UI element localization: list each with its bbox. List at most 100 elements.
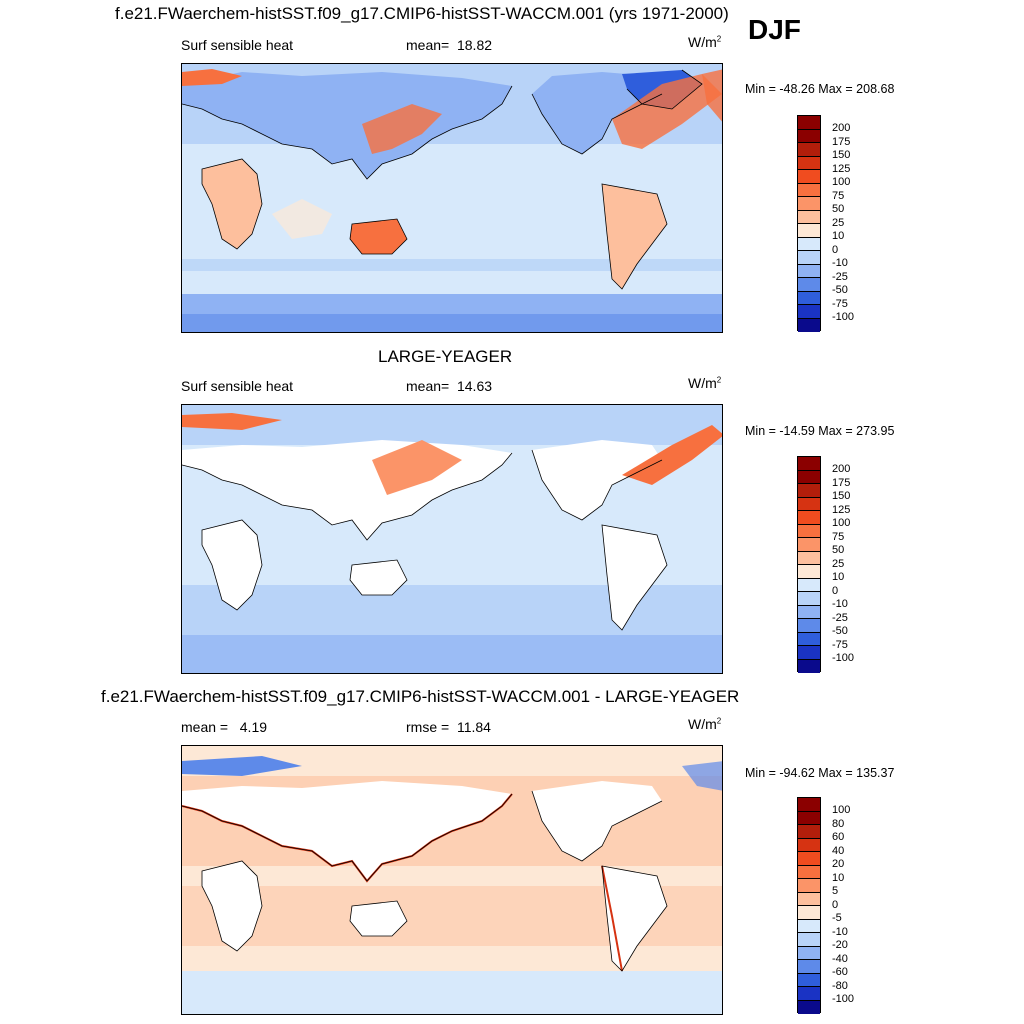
colorbar-box [798,879,820,893]
colorbar-tick-label: 0 [832,584,839,597]
colorbar-tick-label: -75 [832,638,848,651]
colorbar-diff [797,797,821,1014]
panel2-title: LARGE-YEAGER [378,347,513,366]
colorbar-tick-label: 150 [832,490,851,502]
panel2-minmax: Min = -14.59 Max = 273.95 [745,424,895,438]
colorbar-box [798,511,820,525]
colorbar-tick-label: 10 [832,571,845,583]
colorbar-tick-label: 60 [832,831,845,843]
colorbar-box [798,865,820,879]
colorbar-box [798,251,820,265]
colorbar-tick-label: 125 [832,503,851,516]
colorbar-tick-label: -10 [832,257,848,269]
colorbar-model [797,115,821,332]
colorbar-box [798,838,820,852]
panel1-variable: Surf sensible heat [181,37,294,53]
colorbar-box [798,892,820,906]
panel3-rmse: rmse = 11.84 [406,719,491,735]
colorbar-tick-label: 100 [832,517,851,529]
colorbar-box [798,183,820,197]
colorbar-tick-label: 150 [832,149,851,161]
colorbar-box [798,987,820,1001]
colorbar-tick-label: -10 [832,925,848,938]
colorbar-box [798,919,820,933]
colorbar-box [798,852,820,866]
colorbar-tick-label: -5 [832,912,842,924]
colorbar-box [798,933,820,947]
colorbar-box [798,305,820,319]
colorbar-box [798,318,820,332]
colorbar-tick-label: -40 [832,952,848,965]
colorbar-tick-label: -25 [832,270,848,283]
colorbar-tick-label: 40 [832,844,845,857]
colorbar-tick-label: 175 [832,476,851,489]
colorbar-tick-label: -50 [832,284,848,296]
colorbar-box [798,116,820,130]
colorbar-tick-label: -100 [832,652,855,664]
colorbar-tick-label: 200 [832,463,851,475]
colorbar-tick-label: 125 [832,162,851,175]
colorbar-box [798,224,820,238]
colorbar-box [798,143,820,157]
colorbar-box [798,538,820,552]
colorbar-tick-label: 0 [832,243,839,256]
colorbar-box [798,129,820,143]
colorbar-tick-label: 75 [832,530,845,543]
colorbar-box [798,825,820,839]
colorbar-box [798,291,820,305]
colorbar-box [798,470,820,484]
colorbar-tick-label: 10 [832,230,845,242]
panel2-mean: mean= 14.63 [406,378,493,394]
colorbar-tick-label: 175 [832,135,851,148]
colorbar-tick-label: -100 [832,993,855,1005]
panel2-units: W/m2 [688,375,722,391]
panel3-minmax: Min = -94.62 Max = 135.37 [745,766,895,780]
colorbar-box [798,237,820,251]
map-panel-diff [181,745,723,1015]
colorbar-box [798,632,820,646]
colorbar-box [798,973,820,987]
colorbar-box [798,592,820,606]
colorbar-tick-label: 50 [832,203,845,215]
colorbar-box [798,811,820,825]
map-panel-model [181,63,723,333]
colorbar-tick-label: -20 [832,939,848,951]
colorbar-box [798,524,820,538]
colorbar-tick-label: 20 [832,858,845,870]
map-diff [182,746,722,1014]
colorbar-tick-label: -50 [832,625,848,637]
season-label: DJF [748,14,801,45]
colorbar-tick-label: 80 [832,817,845,830]
colorbar-tick-label: 5 [832,885,839,897]
panel1-minmax: Min = -48.26 Max = 208.68 [745,82,895,96]
colorbar-tick-label: 50 [832,544,845,556]
colorbar-tick-label: 100 [832,176,851,188]
colorbar-tick-label: -25 [832,611,848,624]
colorbar-tick-label: -75 [832,297,848,310]
panel1-mean: mean= 18.82 [406,37,493,53]
colorbar-box [798,170,820,184]
colorbar-box [798,578,820,592]
colorbar-tick-label: 100 [832,804,851,816]
colorbar-tick-label: 0 [832,898,839,911]
colorbar-box [798,264,820,278]
colorbar-box [798,565,820,579]
colorbar-tick-label: 10 [832,871,845,884]
colorbar-box [798,484,820,498]
colorbar-box [798,197,820,211]
colorbar-box [798,1000,820,1014]
colorbar-tick-label: -80 [832,979,848,992]
colorbar-box [798,798,820,812]
colorbar-tick-label: 25 [832,216,845,229]
map-panel-obs [181,404,723,674]
colorbar-box [798,278,820,292]
colorbar-box [798,156,820,170]
colorbar-box [798,457,820,471]
colorbar-box [798,497,820,511]
panel3-mean: mean = 4.19 [181,719,268,735]
map-model [182,64,722,332]
main-title: f.e21.FWaerchem-histSST.f09_g17.CMIP6-hi… [115,4,729,23]
colorbar-box [798,605,820,619]
panel3-units: W/m2 [688,716,722,732]
colorbar-box [798,551,820,565]
